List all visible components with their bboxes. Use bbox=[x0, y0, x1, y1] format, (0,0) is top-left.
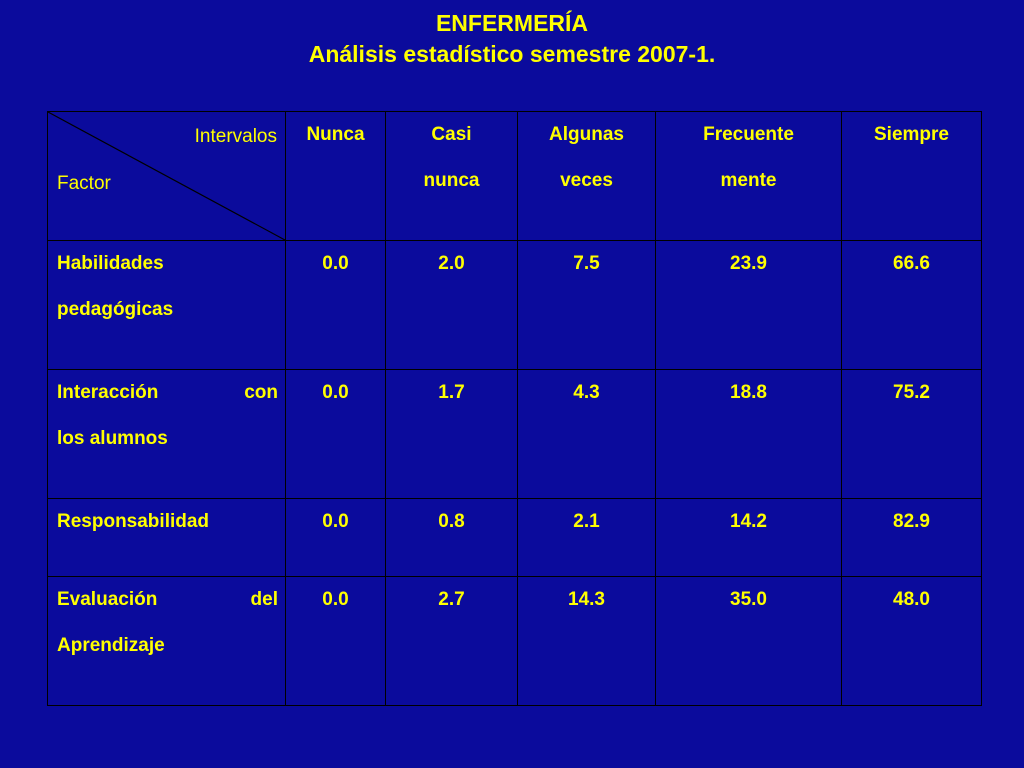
factor-name-line: pedagógicas bbox=[57, 299, 174, 320]
column-header-nunca: Nunca bbox=[285, 111, 386, 241]
table-row: Evaluación del Aprendizaje 0.0 2.7 14.3 … bbox=[47, 576, 982, 706]
value-cell-casi-nunca: 0.8 bbox=[385, 498, 518, 577]
column-header-frecuentemente: Frecuente mente bbox=[655, 111, 842, 241]
factor-name-line: Responsabilidad bbox=[57, 511, 210, 532]
value-cell-casi-nunca: 1.7 bbox=[385, 369, 518, 499]
factor-name-line: los alumnos bbox=[57, 428, 168, 449]
factor-cell: Interacción con los alumnos bbox=[47, 369, 286, 499]
value-cell-frecuentemente: 14.2 bbox=[655, 498, 842, 577]
value-cell-casi-nunca: 2.7 bbox=[385, 576, 518, 706]
column-header-label: Algunas bbox=[549, 124, 624, 145]
factor-cell: Habilidades pedagógicas bbox=[47, 240, 286, 370]
value-cell-nunca: 0.0 bbox=[285, 369, 386, 499]
factor-cell: Responsabilidad bbox=[47, 498, 286, 577]
column-header-label: Siempre bbox=[874, 124, 949, 145]
table-row: Habilidades pedagógicas 0.0 2.0 7.5 23.9… bbox=[47, 240, 982, 370]
value-cell-siempre: 82.9 bbox=[841, 498, 982, 577]
value-cell-nunca: 0.0 bbox=[285, 498, 386, 577]
value-cell-algunas-veces: 4.3 bbox=[517, 369, 656, 499]
factor-label: Factor bbox=[57, 173, 111, 194]
corner-header-cell: Intervalos Factor bbox=[47, 111, 286, 241]
title-block: ENFERMERÍA Análisis estadístico semestre… bbox=[0, 8, 1024, 70]
factor-name-line: Aprendizaje bbox=[57, 635, 165, 656]
value-cell-frecuentemente: 23.9 bbox=[655, 240, 842, 370]
value-cell-siempre: 48.0 bbox=[841, 576, 982, 706]
column-header-label: Nunca bbox=[306, 124, 365, 145]
factor-name-line: Interacción con bbox=[57, 382, 278, 403]
table-row: Responsabilidad 0.0 0.8 2.1 14.2 82.9 bbox=[47, 498, 982, 577]
column-header-label: nunca bbox=[423, 170, 480, 191]
header-row: Intervalos Factor Nunca Casi nunca Algun… bbox=[47, 111, 982, 241]
column-header-siempre: Siempre bbox=[841, 111, 982, 241]
diagonal-divider bbox=[48, 112, 285, 240]
value-cell-nunca: 0.0 bbox=[285, 576, 386, 706]
column-header-casi-nunca: Casi nunca bbox=[385, 111, 518, 241]
value-cell-algunas-veces: 2.1 bbox=[517, 498, 656, 577]
value-cell-nunca: 0.0 bbox=[285, 240, 386, 370]
column-header-label: Casi bbox=[431, 124, 472, 145]
column-header-algunas-veces: Algunas veces bbox=[517, 111, 656, 241]
value-cell-frecuentemente: 35.0 bbox=[655, 576, 842, 706]
value-cell-frecuentemente: 18.8 bbox=[655, 369, 842, 499]
value-cell-siempre: 66.6 bbox=[841, 240, 982, 370]
table-row: Interacción con los alumnos 0.0 1.7 4.3 … bbox=[47, 369, 982, 499]
page-subtitle: Análisis estadístico semestre 2007-1. bbox=[308, 41, 716, 67]
column-header-label: mente bbox=[720, 170, 777, 191]
value-cell-algunas-veces: 14.3 bbox=[517, 576, 656, 706]
page-title: ENFERMERÍA bbox=[435, 10, 589, 36]
value-cell-casi-nunca: 2.0 bbox=[385, 240, 518, 370]
factor-cell: Evaluación del Aprendizaje bbox=[47, 576, 286, 706]
column-header-label: veces bbox=[560, 170, 613, 191]
factor-name-line: Evaluación del bbox=[57, 589, 278, 610]
column-header-label: Frecuente bbox=[703, 124, 794, 145]
factor-name-line: Habilidades bbox=[57, 253, 164, 274]
intervals-label: Intervalos bbox=[194, 126, 277, 147]
value-cell-siempre: 75.2 bbox=[841, 369, 982, 499]
value-cell-algunas-veces: 7.5 bbox=[517, 240, 656, 370]
statistics-table: Intervalos Factor Nunca Casi nunca Algun… bbox=[47, 111, 982, 706]
